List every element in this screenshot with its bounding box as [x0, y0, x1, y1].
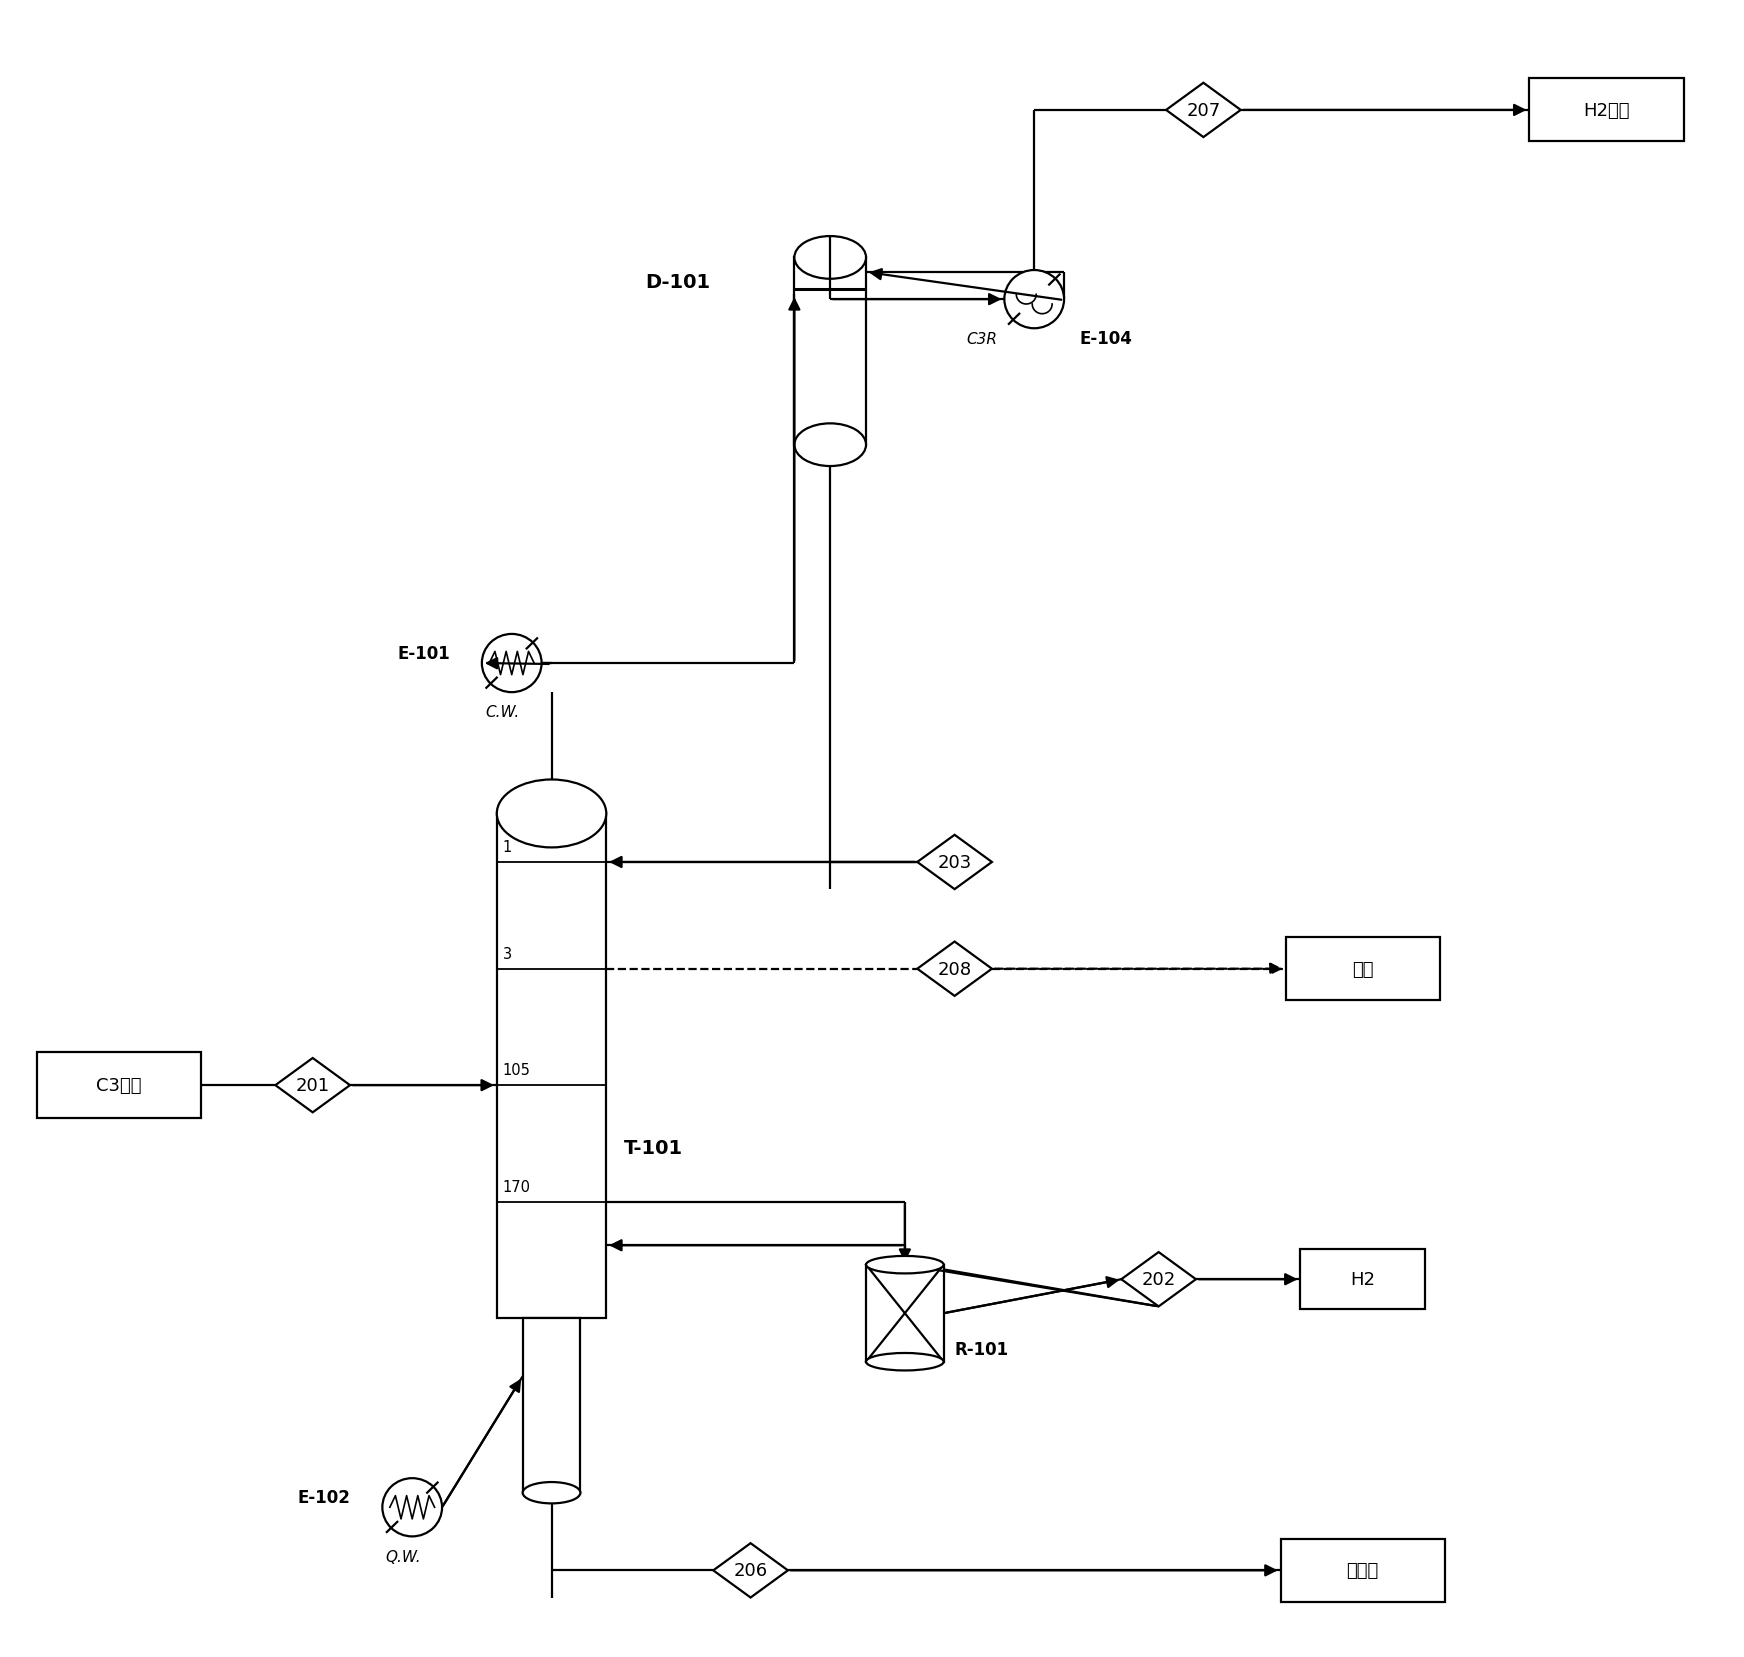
Text: 105: 105 [502, 1062, 530, 1077]
Text: C3馏分: C3馏分 [96, 1077, 141, 1095]
Text: 液化气: 液化气 [1346, 1561, 1380, 1579]
Polygon shape [917, 941, 992, 996]
Ellipse shape [867, 1354, 944, 1370]
Text: 3: 3 [502, 946, 513, 961]
Text: C.W.: C.W. [485, 704, 520, 721]
Text: 丙烯: 丙烯 [1352, 959, 1373, 978]
FancyBboxPatch shape [1280, 1539, 1444, 1602]
Ellipse shape [523, 1481, 581, 1503]
Polygon shape [276, 1059, 351, 1112]
Text: H2尾气: H2尾气 [1584, 101, 1629, 119]
Text: Q.W.: Q.W. [385, 1549, 420, 1564]
Text: D-101: D-101 [645, 272, 710, 292]
Text: E-102: E-102 [298, 1488, 351, 1506]
Polygon shape [917, 835, 992, 890]
Ellipse shape [497, 780, 607, 848]
Text: E-104: E-104 [1080, 330, 1132, 348]
Text: 1: 1 [502, 840, 513, 855]
Text: 208: 208 [938, 959, 971, 978]
Polygon shape [1167, 85, 1240, 138]
Polygon shape [713, 1543, 788, 1597]
Circle shape [481, 635, 542, 693]
Ellipse shape [794, 237, 867, 280]
FancyBboxPatch shape [794, 258, 867, 446]
Text: R-101: R-101 [954, 1341, 1008, 1359]
Ellipse shape [794, 424, 867, 467]
FancyBboxPatch shape [497, 814, 607, 1319]
Polygon shape [1121, 1253, 1196, 1307]
FancyBboxPatch shape [1301, 1249, 1425, 1309]
Text: 202: 202 [1142, 1271, 1175, 1289]
Circle shape [1005, 270, 1064, 330]
FancyBboxPatch shape [867, 1264, 944, 1362]
FancyBboxPatch shape [1285, 938, 1441, 1001]
Text: 170: 170 [502, 1180, 530, 1195]
Text: T-101: T-101 [624, 1138, 684, 1157]
Text: 201: 201 [296, 1077, 330, 1095]
FancyBboxPatch shape [523, 1319, 581, 1493]
Text: 203: 203 [938, 853, 971, 872]
Text: C3R: C3R [966, 331, 998, 346]
Ellipse shape [867, 1256, 944, 1274]
FancyBboxPatch shape [37, 1052, 201, 1118]
Text: 206: 206 [734, 1561, 767, 1579]
FancyBboxPatch shape [1529, 80, 1683, 143]
Circle shape [382, 1478, 441, 1536]
Text: 207: 207 [1186, 101, 1221, 119]
Text: E-101: E-101 [398, 645, 450, 663]
Text: H2: H2 [1350, 1271, 1376, 1289]
